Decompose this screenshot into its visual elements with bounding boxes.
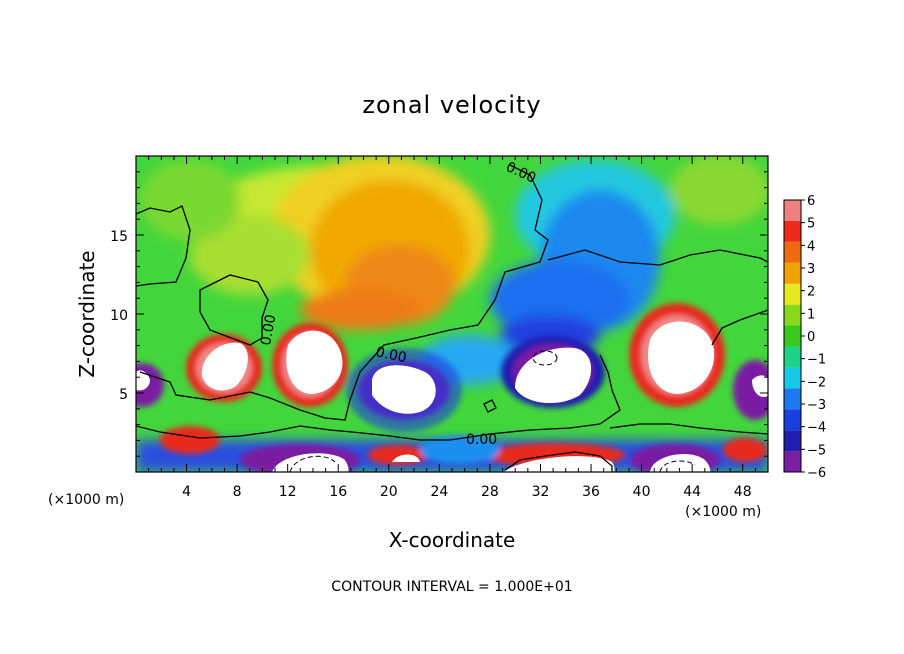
contour-interval-note: CONTOUR INTERVAL = 1.000E+01 [331,579,572,595]
colorbar-band [784,367,801,389]
x-tick-label: 24 [430,484,448,500]
field-blobs [136,156,768,472]
y-axis-ticks: 5 10 15 [110,171,768,457]
zero-contours [136,164,768,472]
contour-label: 0.00 [258,313,279,346]
colorbar-band [784,241,801,263]
colorbar-band [784,451,801,472]
x-axis-ticks: 4 8 12 16 20 24 28 32 36 40 44 48 [148,156,756,500]
colorbar-band [784,304,801,326]
x-tick-label: 20 [380,484,398,500]
x-tick-label: 28 [481,484,499,500]
x-tick-label: 4 [182,484,191,500]
x-unit-label-right: (×1000 m) [685,504,761,520]
colorbar-tick-label: 1 [807,307,815,322]
colorbar-tick-label: 6 [807,194,815,209]
colorbar-tick-label: 0 [807,330,815,345]
colorbar-tick-label: 4 [807,239,815,254]
colorbar-band [784,220,801,242]
colorbar-tick-label: 5 [807,217,815,232]
x-tick-label: 36 [582,484,600,500]
colorbar-band [784,430,801,452]
x-tick-label: 40 [633,484,651,500]
x-tick-label: 48 [734,484,752,500]
colorbar-band [784,388,801,410]
colorbar-tick-label: −3 [807,398,826,413]
y-tick-label: 5 [119,387,128,403]
colorbar-band [784,283,801,305]
colorbar-tick-label: −1 [807,353,826,368]
x-tick-label: 32 [532,484,550,500]
colorbar-band [784,325,801,347]
x-tick-label: 8 [233,484,242,500]
colorbar-band [784,409,801,431]
y-tick-label: 10 [110,308,128,324]
colorbar-tick-label: −5 [807,443,826,458]
colorbar-tick-label: −2 [807,375,826,390]
saturated-cores [136,321,768,472]
colorbar-band [784,262,801,284]
heatmap-field [136,156,768,472]
x-axis-title: X-coordinate [389,528,516,552]
colorbar-tick-label: 3 [807,262,815,277]
colorbar-tick-label: 2 [807,285,815,300]
contour-label: 0.00 [466,432,497,448]
colorbar-tick-label: −6 [807,466,826,481]
x-tick-label: 16 [329,484,347,500]
x-unit-label-left: (×1000 m) [48,492,124,508]
x-tick-label: 44 [683,484,701,500]
chart-title: zonal velocity [362,91,541,119]
negative-contours [289,350,696,472]
contour-label: 0.00 [374,344,408,366]
colorbar: 6 5 4 3 2 1 0 −1 −2 −3 −4 −5 −6 [783,194,826,481]
colorbar-band [784,346,801,368]
colorbar-band [784,200,801,221]
x-tick-label: 12 [279,484,297,500]
y-axis-title: Z-coordinate [75,250,99,377]
colorbar-tick-label: −4 [807,421,826,436]
y-tick-label: 15 [110,229,128,245]
